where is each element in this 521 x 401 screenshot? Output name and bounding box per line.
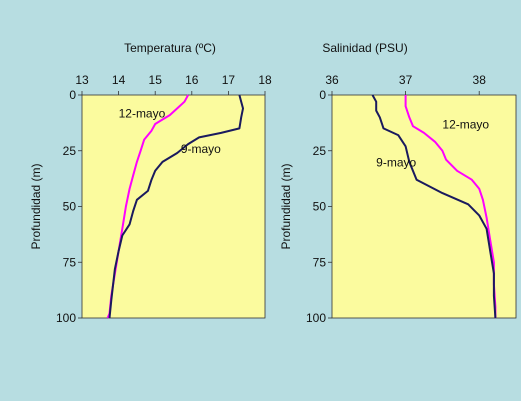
series-annotation: 12-mayo xyxy=(119,106,166,120)
series-line-9-mayo xyxy=(108,94,244,319)
x-tick-label: 36 xyxy=(325,73,339,87)
x-tick-label: 17 xyxy=(222,73,236,87)
y-tick-label: 0 xyxy=(319,88,326,102)
x-tick-label: 37 xyxy=(399,73,413,87)
y-tick-label: 75 xyxy=(313,255,327,269)
y-tick-label: 25 xyxy=(313,144,327,158)
series-line-12-mayo xyxy=(404,95,497,318)
x-tick-label: 13 xyxy=(75,73,89,87)
y-tick-label: 50 xyxy=(313,200,327,214)
series-line-9-mayo xyxy=(371,94,497,319)
chart-panel-2: Salinidad (PSU) Profundidad (m) 36 37 38 0 25 5… xyxy=(279,41,517,325)
y-tick-label: 25 xyxy=(63,144,77,158)
y-axis-label: Profundidad (m) xyxy=(29,163,43,249)
y-tick-label: 50 xyxy=(63,200,77,214)
chart-title: Temperatura (ºC) xyxy=(124,41,216,55)
chart-title: Salinidad (PSU) xyxy=(322,41,407,55)
y-tick-label: 75 xyxy=(63,255,77,269)
y-tick-label: 100 xyxy=(56,311,76,325)
x-tick-label: 16 xyxy=(185,73,199,87)
plot-area xyxy=(81,94,266,319)
x-tick-label: 38 xyxy=(473,73,487,87)
x-tick-label: 14 xyxy=(112,73,126,87)
x-tick-label: 15 xyxy=(149,73,163,87)
x-tick-label: 18 xyxy=(258,73,272,87)
series-annotation: 12-mayo xyxy=(442,117,489,131)
y-tick-label: 100 xyxy=(306,311,326,325)
y-axis-label: Profundidad (m) xyxy=(279,163,293,249)
series-annotation: 9-mayo xyxy=(376,155,416,169)
chart-panel-1: Temperatura (ºC) Profundidad (m) 13 14 15 16 1… xyxy=(29,41,272,325)
y-tick-label: 0 xyxy=(69,88,76,102)
series-annotation: 9-mayo xyxy=(181,142,221,156)
